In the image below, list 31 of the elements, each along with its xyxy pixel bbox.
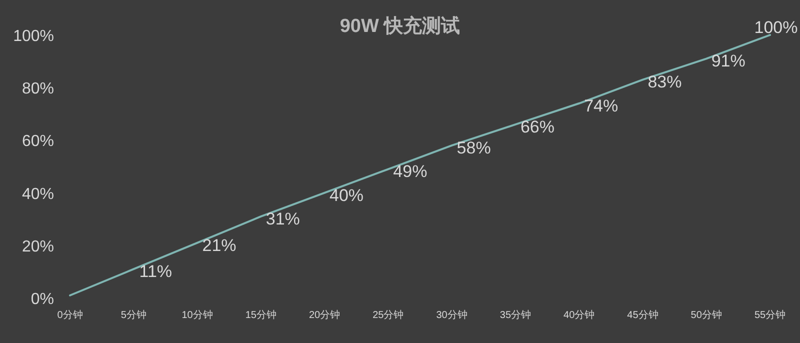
y-tick-label: 20% bbox=[22, 238, 54, 256]
y-tick-label: 80% bbox=[22, 80, 54, 98]
data-label: 21% bbox=[202, 236, 236, 255]
line-series bbox=[69, 34, 771, 296]
x-tick-label: 20分钟 bbox=[308, 309, 340, 321]
x-tick-label: 25分钟 bbox=[372, 309, 404, 321]
y-tick-label: 100% bbox=[13, 28, 54, 45]
x-tick-label: 45分钟 bbox=[627, 309, 658, 321]
data-label: 74% bbox=[584, 96, 618, 116]
x-tick-label: 55分钟 bbox=[754, 309, 786, 321]
y-tick-label: 40% bbox=[22, 186, 54, 203]
data-label: 58% bbox=[456, 138, 491, 158]
chart-title: 90W 快充测试 bbox=[340, 15, 460, 37]
data-label: 11% bbox=[139, 262, 172, 282]
data-label: 66% bbox=[520, 117, 554, 136]
y-tick-label: 0% bbox=[30, 291, 54, 308]
data-label: 49% bbox=[393, 162, 428, 182]
x-tick-label: 10分钟 bbox=[182, 309, 213, 321]
y-tick-label: 60% bbox=[22, 133, 54, 150]
x-tick-label: 30分钟 bbox=[436, 309, 468, 321]
data-label: 100% bbox=[754, 18, 798, 37]
x-tick-label: 50分钟 bbox=[690, 309, 722, 321]
data-label: 31% bbox=[266, 209, 300, 228]
x-tick-label: 35分钟 bbox=[500, 309, 532, 321]
x-tick-label: 15分钟 bbox=[245, 309, 276, 321]
x-tick-label: 40分钟 bbox=[564, 309, 595, 321]
data-label: 83% bbox=[648, 72, 682, 92]
data-label: 40% bbox=[330, 186, 364, 205]
x-tick-label: 5分钟 bbox=[120, 309, 146, 321]
data-label: 91% bbox=[711, 52, 746, 71]
x-tick-label: 0分钟 bbox=[57, 309, 83, 321]
